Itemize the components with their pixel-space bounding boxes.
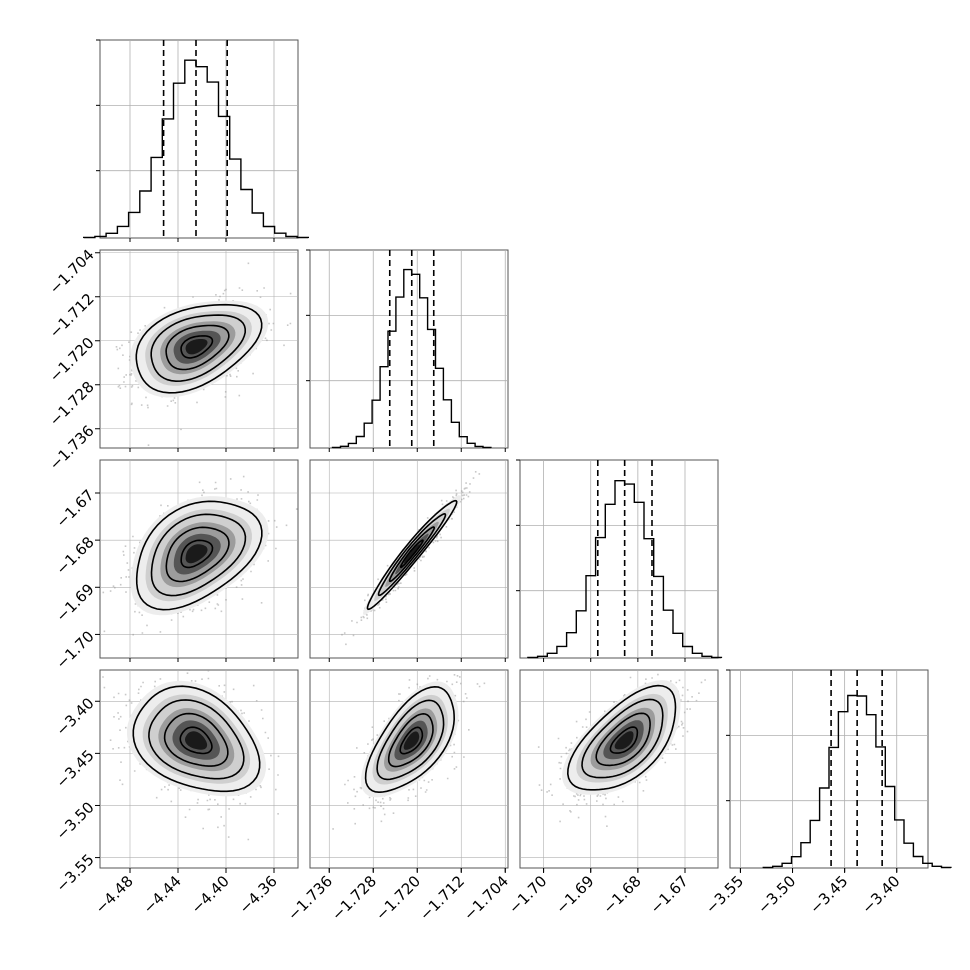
- pair-1-4-contour-2: [163, 712, 229, 767]
- x-tick-label-3-3: −1.68: [599, 872, 644, 917]
- y-tick-label-2-2: −1.728: [46, 378, 98, 430]
- pair-1-2-contour-3: [150, 314, 246, 383]
- y-tick-label-2-5: −1.704: [46, 246, 98, 298]
- pair-1-4-contour-1: [179, 726, 213, 755]
- pair-2-4-density-5: [403, 731, 420, 750]
- hist-panel-3: [516, 459, 723, 659]
- pair-1-2-density-5: [185, 339, 208, 355]
- pair-2-4-contour-1: [399, 726, 424, 755]
- pair-panel-3-4: [519, 669, 719, 869]
- x-tick-label-4-4: −3.40: [858, 872, 903, 917]
- hist-frame-1: [99, 39, 299, 239]
- y-tick-label-2-3: −1.720: [46, 334, 98, 386]
- y-tick-label-3-4: −1.67: [52, 486, 97, 531]
- pair-2-3-contour-3: [377, 512, 447, 597]
- pair-3-4-density-5: [614, 731, 634, 750]
- x-tick-label-3-1: −1.70: [505, 872, 550, 917]
- pair-panel-1-4: [99, 669, 299, 869]
- pair-panel-2-4: [309, 669, 509, 869]
- x-tick-label-4-2: −3.50: [754, 872, 799, 917]
- pair-2-4-contour-3: [376, 699, 445, 781]
- x-tick-label-3-4: −1.67: [647, 872, 692, 917]
- pair-1-3-contour-1: [180, 539, 214, 569]
- pair-1-3-contour-3: [150, 513, 247, 597]
- pair-content-2-3: [310, 460, 508, 658]
- pair-content-3-4: [520, 670, 718, 868]
- pair-1-2-contour-2: [165, 324, 230, 371]
- pair-2-3-samples: [341, 471, 481, 646]
- pair-2-4-contour-4: [364, 685, 456, 794]
- pair-1-4-contour-3: [148, 699, 245, 780]
- hist-frame-2: [309, 249, 509, 449]
- pair-3-4-contour-1: [609, 726, 639, 754]
- y-tick-label-3-2: −1.69: [52, 580, 97, 625]
- pair-1-4-contour-4: [132, 685, 261, 793]
- x-tick-label-2-1: −1.736: [284, 872, 336, 924]
- pair-panel-2-3: [309, 459, 509, 659]
- x-tick-label-2-3: −1.720: [372, 872, 424, 924]
- x-tick-label-3-2: −1.69: [552, 872, 597, 917]
- pair-2-3-contour-1: [399, 539, 424, 569]
- x-tick-label-1-4: −4.36: [236, 872, 281, 917]
- x-tick-label-4-1: −3.55: [702, 872, 747, 917]
- y-tick-label-2-4: −1.712: [46, 290, 98, 342]
- y-tick-label-2-1: −1.736: [46, 422, 98, 474]
- x-tick-label-1-1: −4.48: [92, 872, 137, 917]
- pair-panel-1-2: [99, 249, 299, 449]
- pair-1-3-density-5: [185, 544, 208, 564]
- y-tick-label-4-4: −3.40: [52, 694, 97, 739]
- pair-1-4-density-5: [185, 731, 208, 750]
- hist-panel-4: [726, 669, 952, 869]
- y-tick-label-4-2: −3.50: [52, 798, 97, 843]
- pair-content-2-4: [310, 670, 508, 868]
- x-tick-label-2-2: −1.728: [328, 872, 380, 924]
- y-tick-label-4-3: −3.45: [52, 746, 97, 791]
- hist-frame-3: [519, 459, 719, 659]
- pair-2-3-contour-4: [366, 499, 458, 611]
- pair-1-3-contour-4: [135, 500, 263, 611]
- pair-2-3-density-5: [404, 544, 420, 564]
- x-tick-label-1-3: −4.40: [188, 872, 233, 917]
- y-tick-label-3-1: −1.70: [52, 627, 97, 672]
- x-tick-label-4-3: −3.45: [806, 872, 851, 917]
- pair-content-1-2: [100, 250, 298, 448]
- pair-1-3-contour-2: [165, 526, 230, 583]
- x-tick-label-1-2: −4.44: [140, 872, 185, 917]
- hist-panel-1: [83, 39, 309, 239]
- pair-3-4-contour-4: [566, 684, 677, 791]
- pair-3-4-contour-3: [581, 698, 664, 779]
- y-tick-label-3-3: −1.68: [52, 533, 97, 578]
- pair-1-2-contour-1: [180, 335, 214, 359]
- pair-3-4-contour-2: [595, 712, 651, 767]
- y-tick-label-4-1: −3.55: [52, 851, 97, 896]
- pair-2-3-contour-2: [388, 526, 435, 583]
- x-tick-label-2-5: −1.704: [460, 872, 512, 924]
- x-tick-label-2-4: −1.712: [416, 872, 468, 924]
- pair-1-2-contour-4: [135, 303, 263, 394]
- pair-2-4-contour-2: [387, 712, 434, 768]
- pair-content-1-3: [100, 460, 298, 658]
- hist-panel-2: [306, 249, 509, 449]
- pair-panel-1-3: [99, 459, 299, 659]
- pair-content-1-4: [100, 670, 298, 868]
